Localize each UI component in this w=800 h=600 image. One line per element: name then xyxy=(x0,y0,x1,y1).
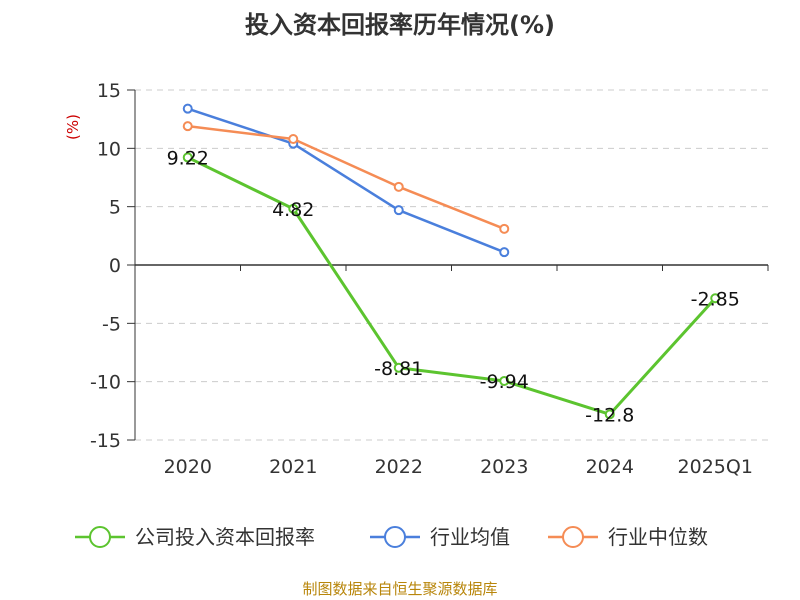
data-label: -8.81 xyxy=(374,358,423,380)
legend-label: 公司投入资本回报率 xyxy=(135,525,315,549)
y-tick-label: 15 xyxy=(97,80,121,102)
legend-label: 行业均值 xyxy=(430,525,510,549)
y-tick-label: -15 xyxy=(90,430,121,452)
data-point xyxy=(393,181,404,192)
data-label: -12.8 xyxy=(585,404,634,426)
source-note: 制图数据来自恒生聚源数据库 xyxy=(302,580,497,598)
legend: 公司投入资本回报率 行业均值 行业中位数 xyxy=(75,525,708,549)
x-tick-label: 2024 xyxy=(586,456,634,478)
x-tick-label: 2023 xyxy=(480,456,528,478)
y-axis-label: (%) xyxy=(64,114,82,140)
y-tick-label: 10 xyxy=(97,138,121,160)
data-point xyxy=(288,203,299,214)
data-point xyxy=(499,247,510,258)
x-tick-label: 2020 xyxy=(164,456,212,478)
data-point xyxy=(393,362,404,373)
series-line-2 xyxy=(187,124,505,230)
x-tick-label: 2025Q1 xyxy=(678,456,753,478)
y-tick-label: -5 xyxy=(102,313,121,335)
y-tick-label: -10 xyxy=(90,372,121,394)
data-point xyxy=(499,223,510,234)
chart-title: 投入资本回报率历年情况(%) xyxy=(245,11,555,39)
data-label: 4.82 xyxy=(272,199,314,221)
data-label: 9.22 xyxy=(167,147,209,169)
data-point xyxy=(182,121,193,132)
series-line-1 xyxy=(187,107,505,254)
y-tick-label: 5 xyxy=(109,197,121,219)
data-label: -2.85 xyxy=(691,288,740,310)
data-labels: 9.22 4.82 -8.81 -9.94 -12.8 -2.85 xyxy=(167,147,740,426)
series-group xyxy=(182,103,721,420)
x-tick-label: 2022 xyxy=(375,456,423,478)
x-tick-label: 2021 xyxy=(269,456,317,478)
data-point xyxy=(288,134,299,144)
data-point xyxy=(710,293,721,304)
legend-marker xyxy=(89,526,111,548)
data-point xyxy=(393,205,404,216)
data-point xyxy=(604,409,615,420)
data-point xyxy=(182,103,193,114)
y-tick-label: 0 xyxy=(109,255,121,277)
data-label: -9.94 xyxy=(480,371,529,393)
data-point xyxy=(182,152,193,163)
legend-marker xyxy=(384,526,406,548)
legend-label: 行业中位数 xyxy=(608,525,708,549)
axes: 15 10 5 0 -5 -10 -15 2020 2021 2022 2023 2024 2025Q1 xyxy=(90,80,769,478)
series-line-0 xyxy=(187,156,717,416)
data-point xyxy=(499,375,510,386)
legend-marker xyxy=(562,526,584,548)
